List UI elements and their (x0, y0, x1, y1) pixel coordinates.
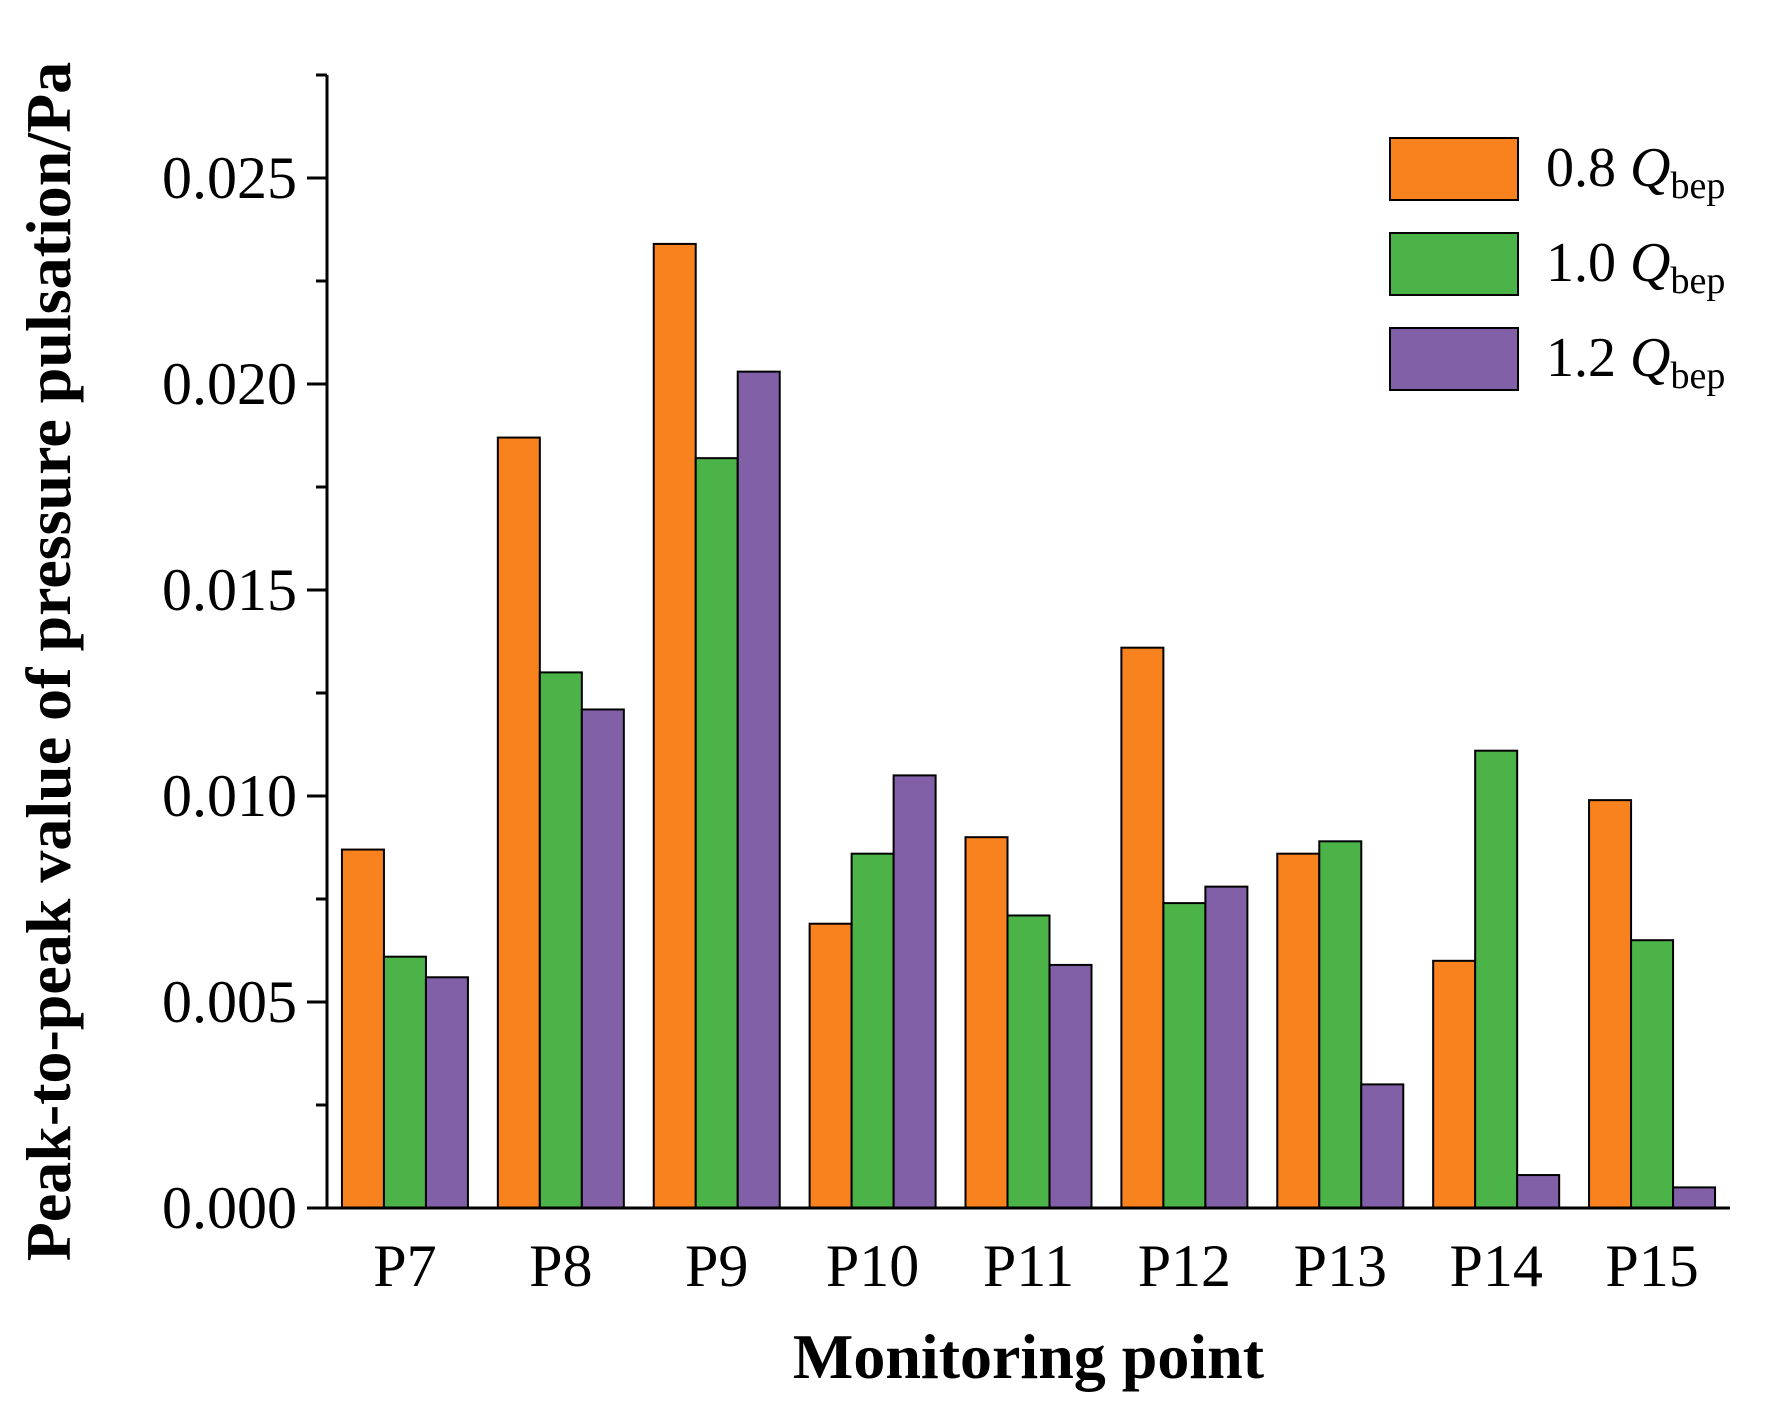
y-tick-label: 0.000 (162, 1175, 297, 1241)
bar-p7-series-3 (424, 976, 469, 1210)
x-tick-label: P12 (1138, 1233, 1231, 1299)
bar-p15-series-2 (1630, 939, 1675, 1209)
bar-p12-series-2 (1162, 902, 1207, 1209)
y-tick-label: 0.020 (162, 351, 297, 417)
bar-p10-series-3 (892, 774, 937, 1210)
y-tick-label: 0.005 (162, 969, 297, 1035)
legend-label-series-1: 0.8 Qbep (1546, 137, 1725, 207)
bar-p11-series-1 (964, 836, 1009, 1209)
x-tick-label: P8 (529, 1233, 592, 1299)
bar-p15-series-1 (1588, 799, 1633, 1209)
legend-swatch-series-2 (1389, 232, 1519, 296)
bar-p11-series-3 (1048, 963, 1093, 1209)
legend-label-series-3: 1.2 Qbep (1546, 327, 1725, 397)
bar-p14-series-2 (1474, 749, 1519, 1209)
bar-p14-series-3 (1516, 1174, 1561, 1210)
x-ticks-group: P7 P8 P9 P10 P11 P12 P13 P14 P15 (373, 1233, 1698, 1299)
y-tick-label: 0.025 (162, 145, 297, 211)
legend-label-series-2: 1.0 Qbep (1546, 232, 1725, 302)
bar-p13-series-1 (1276, 852, 1321, 1209)
bar-p10-series-1 (808, 922, 853, 1209)
bar-p7-series-1 (340, 848, 385, 1209)
x-axis-title: Monitoring point (793, 1321, 1265, 1392)
bar-p12-series-3 (1204, 885, 1249, 1209)
bar-p7-series-2 (382, 955, 427, 1209)
bar-p8-series-1 (496, 436, 541, 1209)
x-tick-label: P10 (826, 1233, 919, 1299)
bar-p12-series-1 (1120, 646, 1165, 1209)
bars-group (340, 242, 1717, 1210)
x-tick-label: P9 (685, 1233, 748, 1299)
bar-p9-series-3 (736, 370, 781, 1209)
bar-p13-series-3 (1360, 1083, 1405, 1210)
bar-p8-series-2 (538, 671, 583, 1209)
x-tick-label: P11 (983, 1233, 1074, 1299)
bar-p9-series-1 (652, 242, 697, 1210)
bar-p13-series-2 (1318, 840, 1363, 1209)
axes-group (325, 75, 1730, 1210)
x-tick-label: P13 (1294, 1233, 1387, 1299)
x-tick-label: P7 (373, 1233, 436, 1299)
legend: 0.8 Qbep 1.0 Qbep 1.2 Qbep (1389, 137, 1725, 397)
y-tick-label: 0.015 (162, 557, 297, 623)
bar-p8-series-3 (580, 708, 625, 1209)
bar-p9-series-2 (694, 457, 739, 1210)
legend-swatch-series-1 (1389, 137, 1519, 201)
bar-p15-series-3 (1672, 1186, 1717, 1210)
bar-p10-series-2 (850, 852, 895, 1209)
bar-p11-series-2 (1006, 914, 1051, 1209)
y-axis-title: Peak-to-peak value of pressure pulsation… (13, 62, 84, 1261)
x-tick-label: P15 (1605, 1233, 1698, 1299)
y-tick-label: 0.010 (162, 763, 297, 829)
y-ticks-group: 0.000 0.005 0.010 0.015 0.020 0.025 (162, 73, 327, 1241)
bar-p14-series-1 (1432, 959, 1477, 1209)
legend-swatch-series-3 (1389, 327, 1519, 391)
x-tick-label: P14 (1449, 1233, 1542, 1299)
